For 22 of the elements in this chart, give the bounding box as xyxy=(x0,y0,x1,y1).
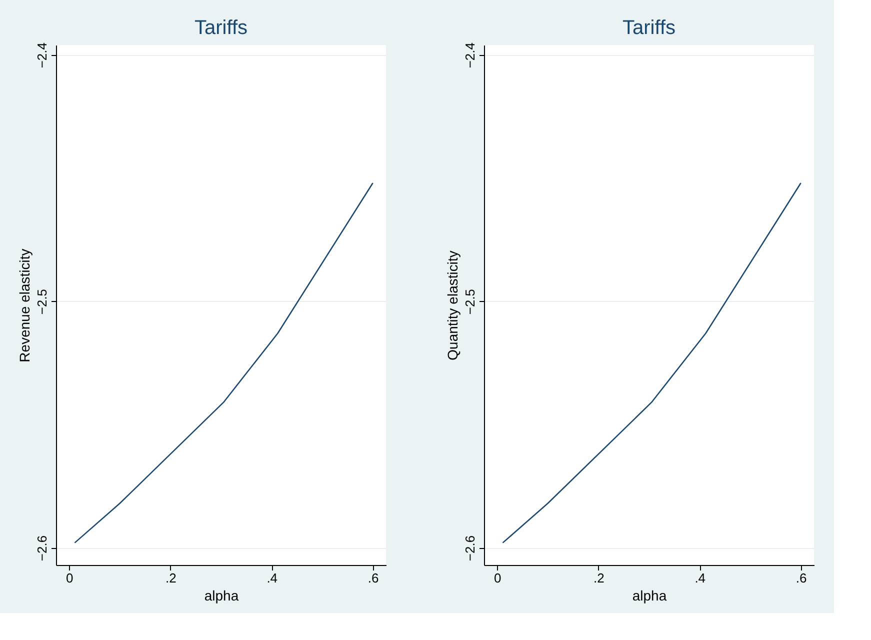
y-tick-label: −2.6 xyxy=(462,535,478,562)
x-tick-label: 0 xyxy=(66,570,74,586)
x-tick-label: .2 xyxy=(593,570,604,586)
y-tick-label: −2.5 xyxy=(34,288,50,315)
line-series xyxy=(74,182,374,544)
y-axis-title: Revenue elasticity xyxy=(16,248,32,362)
x-tick-label: .2 xyxy=(165,570,176,586)
y-axis-title: Quantity elasticity xyxy=(444,250,460,360)
chart-title: Tariffs xyxy=(622,17,676,40)
x-axis-title: alpha xyxy=(632,588,667,604)
x-tick-label: .6 xyxy=(368,570,379,586)
chart-title: Tariffs xyxy=(194,17,248,40)
x-tick-label: 0 xyxy=(494,570,502,586)
y-tick-label: −2.5 xyxy=(462,288,478,315)
y-tick-label: −2.6 xyxy=(34,535,50,562)
x-tick-label: .6 xyxy=(796,570,807,586)
y-tick-label: −2.4 xyxy=(34,42,50,68)
line-series xyxy=(502,182,802,544)
y-tick-label: −2.4 xyxy=(462,42,478,68)
x-tick-label: .4 xyxy=(266,570,278,586)
x-tick-label: .4 xyxy=(694,570,706,586)
x-axis-title: alpha xyxy=(204,588,239,604)
